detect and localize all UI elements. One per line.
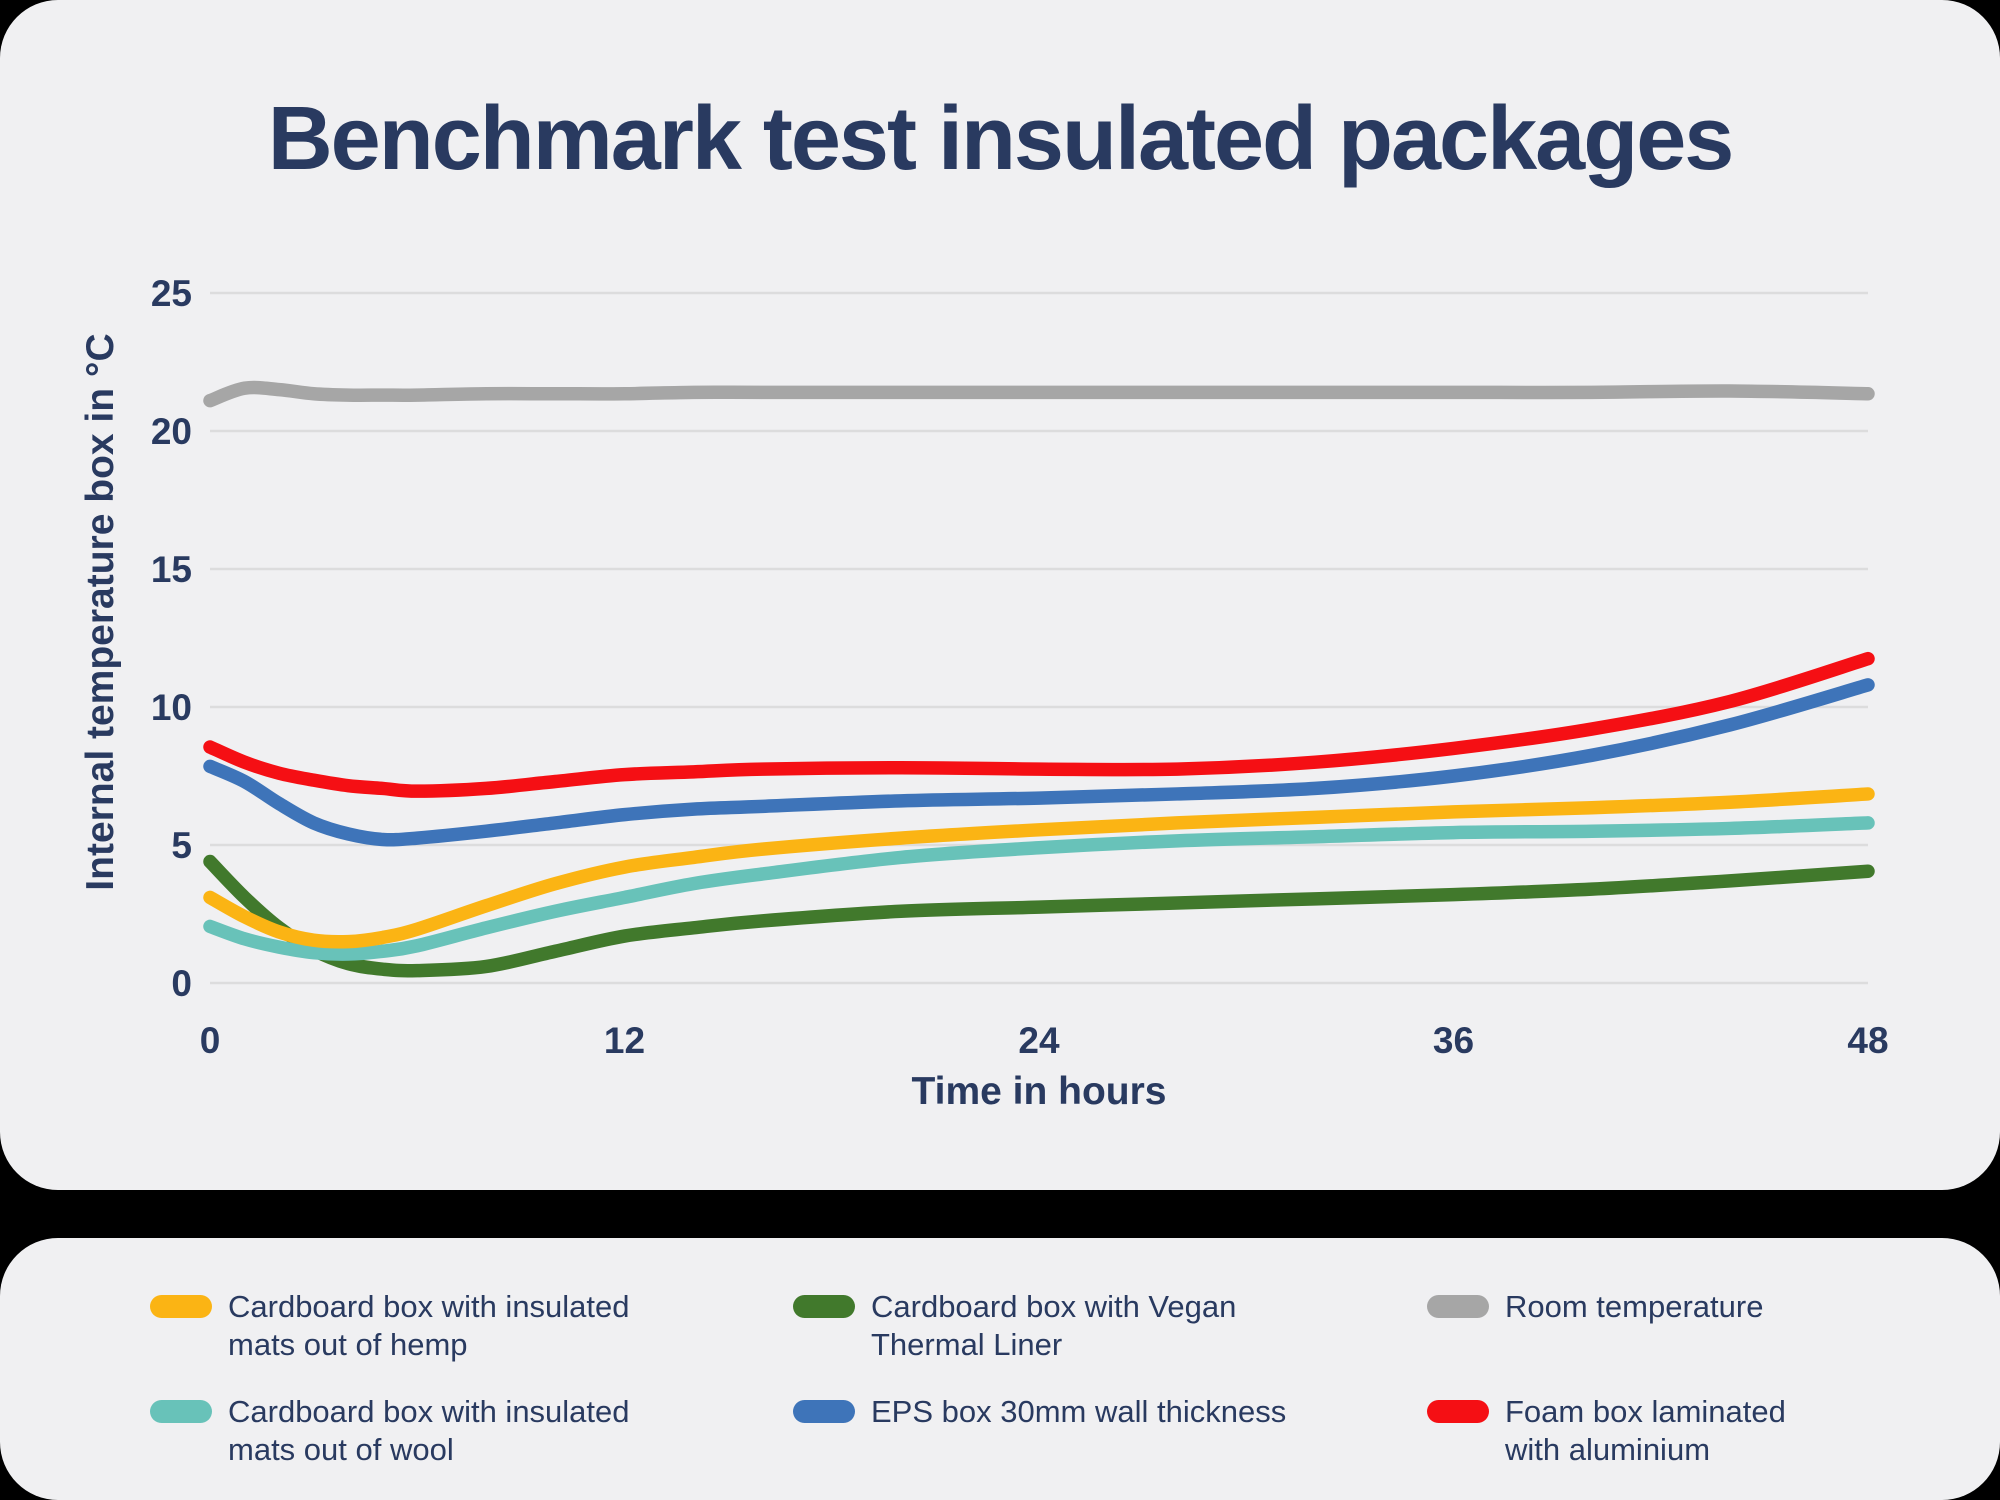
x-tick-label: 24 — [1018, 1020, 1060, 1061]
y-tick-label: 0 — [171, 963, 192, 1004]
legend-item: Cardboard box with insulated mats out of… — [150, 1393, 630, 1469]
y-axis-title: Internal temperature box in °C — [79, 333, 122, 891]
series-cardboard-box-with-vegan-thermal-liner — [203, 854, 1875, 978]
y-tick-label: 10 — [151, 687, 192, 728]
legend-label: EPS box 30mm wall thickness — [871, 1394, 1287, 1429]
legend-label: Room temperature — [1505, 1289, 1764, 1324]
legend-label: Cardboard box with Vegan Thermal Liner — [871, 1289, 1237, 1362]
legend-swatch-room-temperature — [1427, 1295, 1489, 1318]
legend-label: Foam box laminated with aluminium — [1505, 1394, 1786, 1467]
legend-label: Cardboard box with insulated mats out of… — [228, 1394, 630, 1467]
legend-swatch-eps — [793, 1400, 855, 1423]
legend-item: Foam box laminated with aluminium — [1427, 1393, 1786, 1469]
x-tick-label: 48 — [1847, 1020, 1888, 1061]
series-room-temperature — [203, 380, 1875, 408]
legend-item: Room temperature — [1427, 1288, 1763, 1326]
page-title: Benchmark test insulated packages — [267, 89, 1735, 189]
legend-item: EPS box 30mm wall thickness — [793, 1393, 1286, 1431]
y-tick-label: 25 — [151, 273, 192, 314]
legend-card: Cardboard box with insulated mats out of… — [0, 1238, 2000, 1500]
series-cardboard-box-with-insulated-mats-out-of-wool — [203, 816, 1875, 961]
legend-swatch-foam-aluminium — [1427, 1400, 1489, 1423]
x-tick-label: 12 — [604, 1020, 645, 1061]
y-tick-label: 20 — [151, 411, 192, 452]
series-foam-box-laminated-with-aluminium — [203, 651, 1875, 798]
legend-swatch-vegan-liner — [793, 1295, 855, 1318]
legend-item: Cardboard box with Vegan Thermal Liner — [793, 1288, 1236, 1364]
legend-label: Cardboard box with insulated mats out of… — [228, 1289, 630, 1362]
legend-swatch-hemp — [150, 1295, 212, 1318]
chart-card: 0 5 10 15 20 25 0 12 24 36 48 Benchmark test insul… — [0, 0, 2000, 1190]
x-tick-label: 0 — [200, 1020, 221, 1061]
y-tick-label: 15 — [151, 549, 192, 590]
line-chart: 0 5 10 15 20 25 0 12 24 36 48 — [151, 273, 1889, 1061]
y-tick-label: 5 — [171, 825, 192, 866]
series-eps-box-30mm-wall-thickness — [203, 678, 1875, 847]
legend-item: Cardboard box with insulated mats out of… — [150, 1288, 630, 1364]
series-cardboard-box-with-insulated-mats-out-of-hemp — [203, 787, 1875, 949]
x-tick-label: 36 — [1433, 1020, 1474, 1061]
legend-swatch-wool — [150, 1400, 212, 1423]
x-axis-title: Time in hours — [911, 1070, 1167, 1113]
